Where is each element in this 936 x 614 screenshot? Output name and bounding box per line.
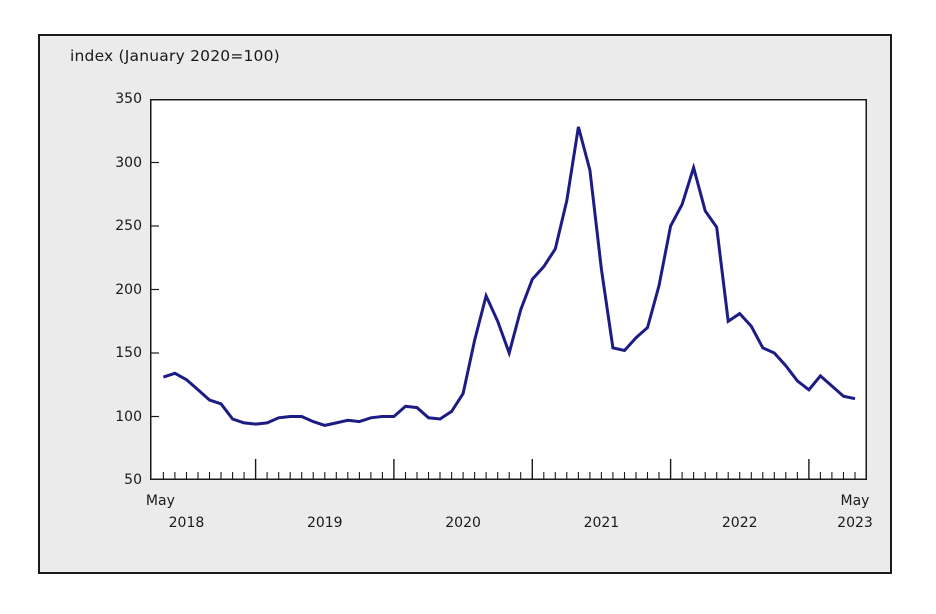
x-label-year: 2022 xyxy=(721,515,758,531)
x-label-first-month: May xyxy=(145,493,175,509)
plot-area-svg xyxy=(150,99,867,480)
y-tick-label: 100 xyxy=(115,408,142,425)
chart-title: index (January 2020=100) xyxy=(70,47,280,65)
x-label-year: 2018 xyxy=(168,515,205,531)
y-tick-label: 50 xyxy=(124,472,142,488)
x-label-year: 2019 xyxy=(306,515,343,531)
x-label-year: 2021 xyxy=(583,515,620,531)
y-tick-label: 150 xyxy=(115,345,142,361)
x-label-last-month: May xyxy=(840,493,870,509)
chart-panel: index (January 2020=100) 350 300 250 200 150… xyxy=(38,34,892,574)
y-tick-label: 250 xyxy=(115,218,142,234)
y-tick-label: 350 xyxy=(115,91,142,107)
x-label-year: 2023 xyxy=(837,515,873,531)
y-tick-label: 200 xyxy=(115,281,142,298)
x-label-year: 2020 xyxy=(445,515,481,531)
y-tick-label: 300 xyxy=(115,154,142,171)
